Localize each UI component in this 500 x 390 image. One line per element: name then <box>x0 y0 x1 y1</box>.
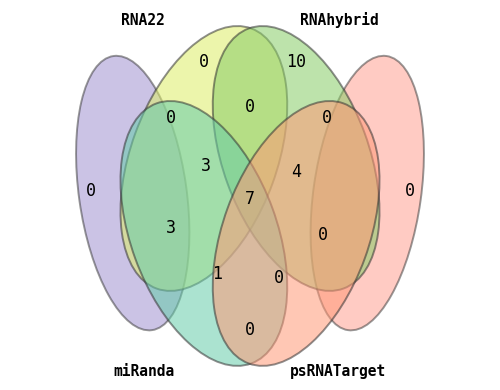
Text: 3: 3 <box>201 157 211 175</box>
Text: 0: 0 <box>199 53 209 71</box>
Ellipse shape <box>76 56 190 330</box>
Ellipse shape <box>213 26 380 291</box>
Text: 0: 0 <box>322 109 332 127</box>
Text: miRanda: miRanda <box>114 364 175 379</box>
Text: 0: 0 <box>274 269 284 287</box>
Text: psRNATarget: psRNATarget <box>290 364 386 379</box>
Ellipse shape <box>120 101 287 366</box>
Text: 7: 7 <box>245 190 255 208</box>
Text: RNA22: RNA22 <box>121 12 165 28</box>
Text: 10: 10 <box>286 53 306 71</box>
Text: 1: 1 <box>212 265 222 283</box>
Text: 4: 4 <box>291 163 301 181</box>
Text: RNAhybrid: RNAhybrid <box>300 12 379 28</box>
Text: 3: 3 <box>166 219 176 237</box>
Ellipse shape <box>213 101 380 366</box>
Text: 0: 0 <box>404 182 414 200</box>
Text: 0: 0 <box>245 98 255 115</box>
Text: 0: 0 <box>86 182 96 200</box>
Text: 0: 0 <box>245 321 255 339</box>
Ellipse shape <box>310 56 424 330</box>
Ellipse shape <box>120 26 287 291</box>
Text: 0: 0 <box>166 109 176 127</box>
Text: 0: 0 <box>318 226 328 245</box>
